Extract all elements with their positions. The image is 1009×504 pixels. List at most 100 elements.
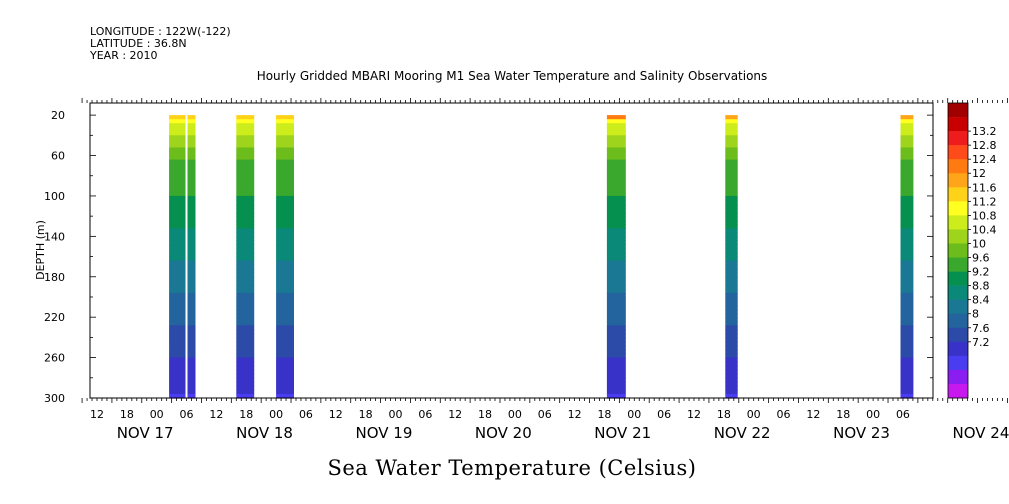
- depth-cell: [169, 191, 186, 197]
- depth-cell: [236, 220, 255, 225]
- depth-cell: [900, 252, 914, 258]
- depth-cell: [606, 337, 626, 342]
- depth-cell: [725, 167, 738, 173]
- depth-cell: [169, 187, 186, 193]
- depth-cell: [187, 143, 196, 148]
- depth-cell: [606, 135, 626, 140]
- depth-cell: [725, 325, 738, 330]
- x-day-label: NOV 17: [117, 424, 174, 442]
- depth-cell: [900, 208, 914, 213]
- depth-cell: [725, 365, 738, 371]
- depth-cell: [169, 341, 186, 346]
- depth-cell: [236, 163, 255, 169]
- data-column-7: [900, 115, 914, 399]
- depth-cell: [606, 276, 626, 282]
- depth-cell: [606, 305, 626, 310]
- colorbar-label: 12.8: [972, 139, 997, 152]
- x-tick-label: 12: [329, 408, 343, 421]
- depth-cell: [900, 305, 914, 310]
- depth-cell: [725, 220, 738, 225]
- colorbar-swatch: [948, 313, 968, 329]
- depth-cell: [236, 216, 255, 221]
- depth-cell: [606, 244, 626, 249]
- depth-cell: [169, 115, 186, 120]
- depth-cell: [276, 252, 294, 258]
- depth-cell: [725, 159, 738, 165]
- depth-cell: [169, 183, 186, 189]
- depth-cell: [169, 321, 186, 326]
- depth-cell: [236, 143, 255, 148]
- x-tick-label: 12: [209, 408, 223, 421]
- depth-cell: [187, 212, 196, 217]
- depth-cell: [725, 163, 738, 169]
- x-tick-label: 06: [777, 408, 791, 421]
- x-day-label: NOV 24: [953, 424, 1009, 442]
- depth-cell: [606, 373, 626, 379]
- depth-cell: [169, 377, 186, 383]
- depth-cell: [606, 264, 626, 270]
- depth-cell: [276, 187, 294, 193]
- y-tick-label: 300: [44, 392, 65, 405]
- depth-cell: [236, 268, 255, 274]
- depth-cell: [725, 321, 738, 326]
- depth-cell: [187, 216, 196, 221]
- depth-cell: [725, 127, 738, 132]
- depth-cell: [900, 301, 914, 306]
- x-tick-label: 06: [657, 408, 671, 421]
- depth-cell: [606, 228, 626, 233]
- depth-cell: [606, 147, 626, 153]
- depth-cell: [276, 369, 294, 375]
- depth-cell: [276, 361, 294, 367]
- depth-cell: [236, 252, 255, 258]
- depth-cell: [276, 276, 294, 282]
- depth-cell: [187, 248, 196, 254]
- depth-cell: [725, 119, 738, 124]
- colorbar-label: 7.2: [972, 336, 990, 349]
- depth-cell: [276, 191, 294, 197]
- depth-cell: [187, 349, 196, 355]
- depth-cell: [169, 167, 186, 173]
- depth-cell: [276, 119, 294, 124]
- colorbar-label: 7.6: [972, 322, 990, 335]
- depth-cell: [276, 195, 294, 201]
- depth-cell: [725, 224, 738, 229]
- depth-cell: [169, 317, 186, 322]
- depth-cell: [236, 175, 255, 181]
- x-tick-label: 06: [180, 408, 194, 421]
- x-day-label: NOV 18: [236, 424, 293, 442]
- depth-cell: [169, 204, 186, 209]
- depth-cell: [276, 232, 294, 237]
- depth-cell: [169, 224, 186, 229]
- depth-cell: [900, 365, 914, 371]
- colorbar-label: 10.4: [972, 223, 997, 236]
- colorbar-swatch: [948, 229, 968, 244]
- x-tick-label: 18: [239, 408, 253, 421]
- depth-cell: [187, 292, 196, 298]
- depth-cell: [725, 115, 738, 120]
- depth-cell: [169, 313, 186, 318]
- depth-cell: [187, 175, 196, 181]
- depth-cell: [236, 349, 255, 355]
- x-day-label: NOV 23: [833, 424, 890, 442]
- depth-cell: [236, 385, 255, 391]
- depth-cell: [276, 224, 294, 229]
- depth-cell: [276, 123, 294, 128]
- depth-cell: [606, 394, 626, 399]
- depth-cell: [725, 345, 738, 351]
- depth-cell: [236, 292, 255, 298]
- depth-cell: [276, 280, 294, 286]
- depth-cell: [900, 139, 914, 144]
- depth-cell: [187, 394, 196, 399]
- depth-cell: [169, 163, 186, 169]
- depth-cell: [900, 272, 914, 278]
- depth-cell: [169, 333, 186, 338]
- depth-cell: [606, 220, 626, 225]
- depth-cell: [725, 276, 738, 282]
- depth-cell: [606, 175, 626, 181]
- colorbar-swatch: [948, 173, 968, 188]
- depth-cell: [276, 353, 294, 359]
- depth-cell: [187, 135, 196, 140]
- depth-cell: [236, 333, 255, 338]
- depth-cell: [276, 236, 294, 241]
- depth-cell: [725, 187, 738, 193]
